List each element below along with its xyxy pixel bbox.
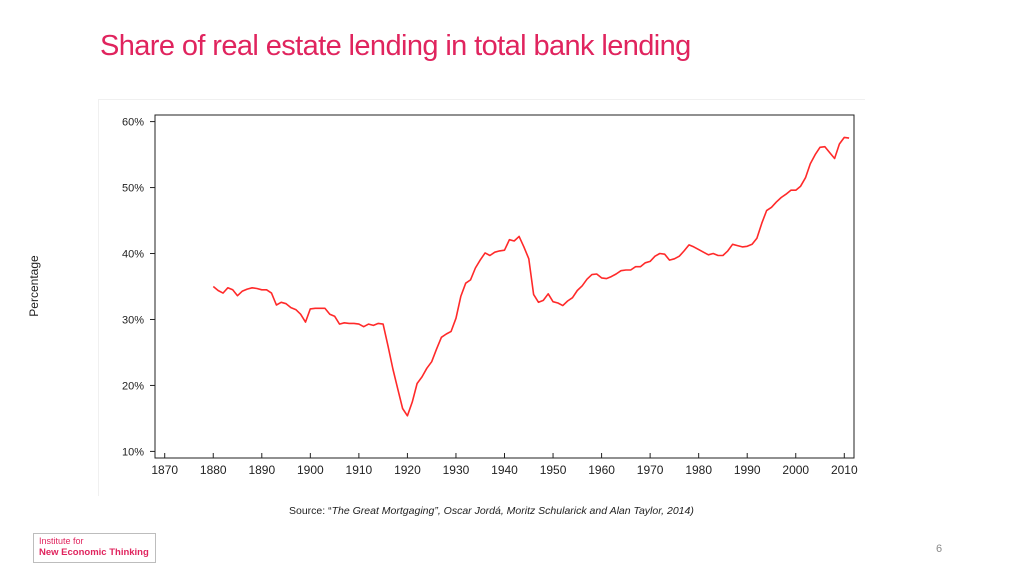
x-tick-label: 1880 [200, 463, 227, 477]
x-tick-label: 1980 [685, 463, 712, 477]
x-tick-label: 1870 [151, 463, 178, 477]
y-tick-label: 40% [122, 249, 144, 261]
plot-frame [154, 114, 855, 459]
x-tick-label: 1890 [248, 463, 275, 477]
source-citation: The Great Mortgaging”, Oscar Jordá, Mori… [331, 505, 694, 517]
inet-logo: Institute for New Economic Thinking [33, 533, 156, 563]
x-tick-label: 1970 [637, 463, 664, 477]
x-tick-label: 2000 [782, 463, 809, 477]
x-tick-label: 1920 [394, 463, 421, 477]
chart-panel: 10% 20% 30% 40% 50% 60% 1870 1880 1890 1900 1910 19… [98, 99, 865, 496]
x-tick-label: 1930 [443, 463, 470, 477]
x-tick-label: 1940 [491, 463, 518, 477]
y-tick-label: 20% [122, 380, 144, 392]
source-note: Source: “The Great Mortgaging”, Oscar Jo… [289, 505, 694, 517]
y-axis-label: Percentage [27, 255, 41, 317]
logo-line-2: New Economic Thinking [39, 547, 149, 558]
slide-title: Share of real estate lending in total ba… [100, 30, 691, 62]
y-tick-label: 60% [122, 117, 144, 129]
x-tick-label: 1910 [346, 463, 373, 477]
y-tick-label: 30% [122, 314, 144, 326]
y-tick-label: 10% [122, 446, 144, 458]
line-chart: 10% 20% 30% 40% 50% 60% 1870 1880 1890 1900 1910 19… [122, 114, 858, 477]
logo-line-1: Institute for [39, 536, 84, 546]
page-number: 6 [936, 543, 943, 555]
x-tick-label: 2010 [831, 463, 858, 477]
y-tick-label: 50% [122, 183, 144, 195]
source-prefix: Source: “ [289, 505, 332, 517]
series-line [212, 136, 850, 417]
x-tick-label: 1960 [588, 463, 615, 477]
x-tick-label: 1900 [297, 463, 324, 477]
x-tick-label: 1950 [540, 463, 567, 477]
x-tick-label: 1990 [734, 463, 761, 477]
